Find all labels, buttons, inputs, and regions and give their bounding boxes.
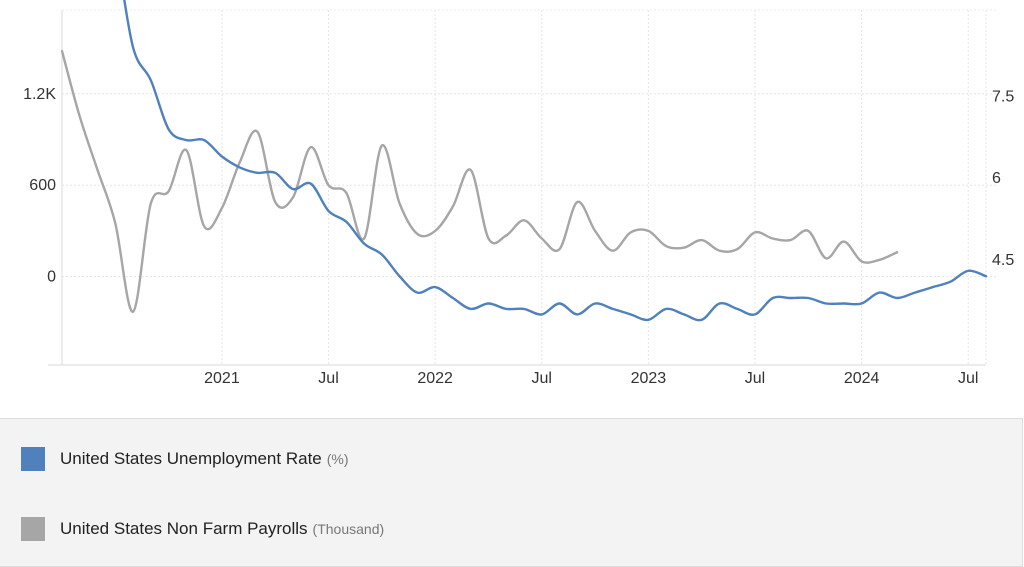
line-chart: 2021 Jul 2022 Jul 2023 Jul 2024 Jul 0 600 1.2K 4.5 6… (23, 0, 1014, 387)
x-tick-label: 2021 (204, 370, 240, 387)
legend-label-unemployment: United States Unemployment Rate (60, 449, 322, 468)
legend-unit-unemployment: (%) (326, 451, 349, 467)
x-tick-label: Jul (958, 370, 978, 387)
legend-item-payrolls[interactable]: United States Non Farm Payrolls (Thousan… (21, 517, 384, 541)
x-tick-label: Jul (745, 370, 765, 387)
legend-item-unemployment[interactable]: United States Unemployment Rate (%) (21, 447, 349, 471)
legend-swatch-unemployment (21, 447, 45, 471)
x-tick-label: 2022 (417, 370, 453, 387)
legend-swatch-payrolls (21, 517, 45, 541)
y-left-tick-label: 600 (29, 177, 56, 194)
nonfarm-payrolls-line (60, 49, 899, 313)
y-right-tick-label: 7.5 (992, 89, 1014, 106)
legend: United States Unemployment Rate (%) Unit… (0, 418, 1023, 567)
legend-unit-payrolls: (Thousand) (312, 521, 385, 537)
x-tick-label: 2023 (631, 370, 667, 387)
x-tick-label: 2024 (844, 370, 880, 387)
y-left-tick-label: 0 (47, 269, 56, 286)
unemployment-rate-line (123, 0, 988, 322)
x-tick-label: Jul (532, 370, 552, 387)
y-right-tick-label: 4.5 (992, 252, 1014, 269)
x-tick-label: Jul (318, 370, 338, 387)
y-right-tick-label: 6 (992, 170, 1001, 187)
chart-area: 2021 Jul 2022 Jul 2023 Jul 2024 Jul 0 600 1.2K 4.5 6… (23, 0, 1014, 387)
legend-label-payrolls: United States Non Farm Payrolls (60, 519, 308, 538)
y-left-tick-label: 1.2K (23, 86, 56, 103)
